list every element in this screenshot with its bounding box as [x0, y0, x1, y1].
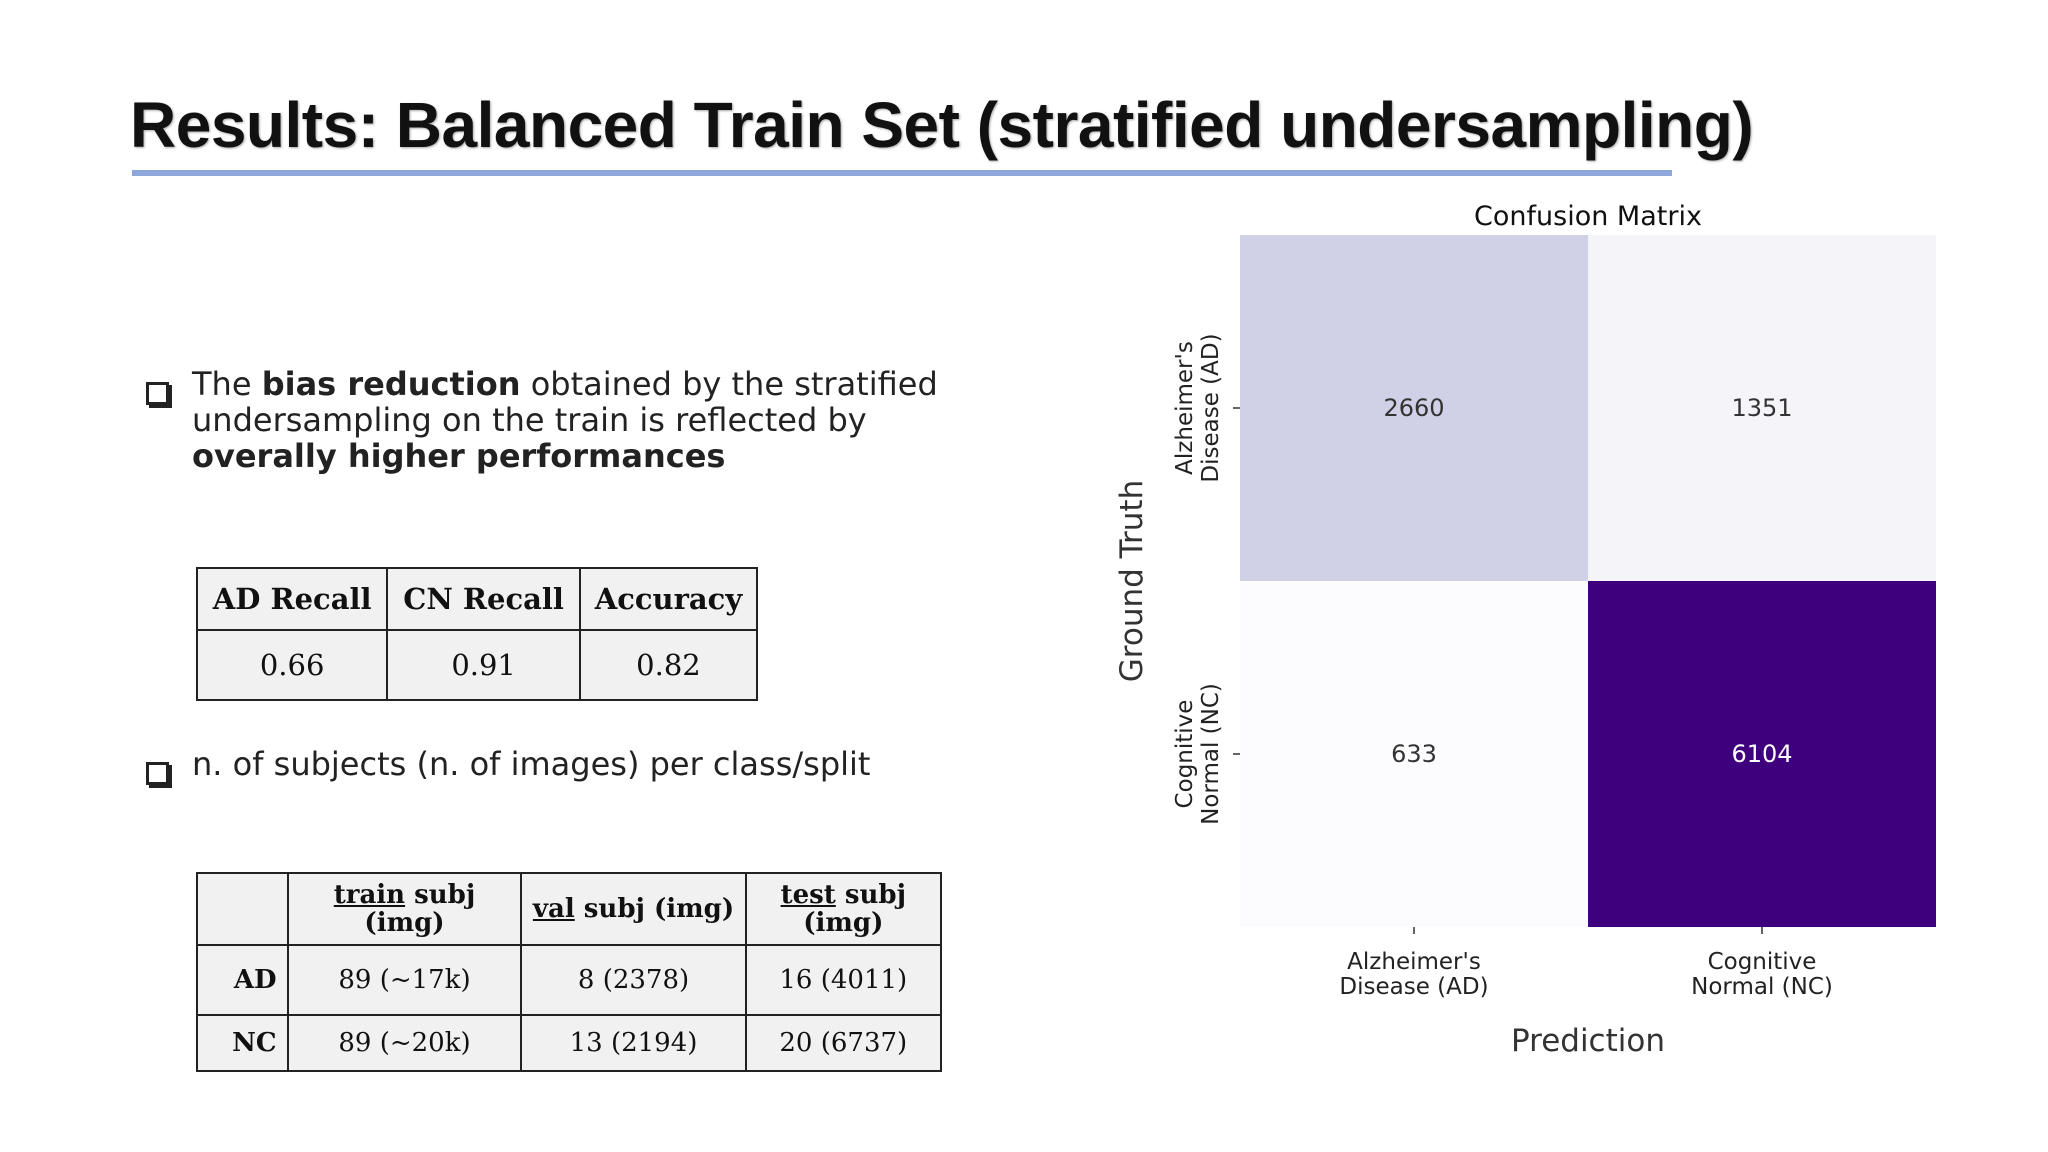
cell-value-label: 6104	[1731, 740, 1792, 768]
split-header-underlined: train	[333, 880, 406, 910]
metrics-value-cell: 0.66	[195, 629, 389, 701]
table-row: AD 89 (~17k) 8 (2378) 16 (4011)	[196, 944, 943, 1016]
x-axis-label: Prediction	[1511, 1023, 1665, 1059]
x-tick-label: Cognitive	[1708, 949, 1817, 975]
bullet-text: The bias reduction obtained by the strat…	[192, 366, 992, 474]
split-table: train subj (img) val subj (img) test subj …	[196, 872, 943, 1072]
metrics-value-cell: 0.82	[578, 629, 759, 701]
split-header-text: subj (img)	[803, 880, 906, 938]
checkbox-bullet-icon	[146, 382, 169, 405]
heatmap-cell	[1240, 235, 1588, 581]
split-header-cell: test subj (img)	[744, 872, 943, 946]
table-row: NC 89 (~20k) 13 (2194) 20 (6737)	[196, 1014, 943, 1072]
cell-value-label: 1351	[1731, 394, 1792, 422]
split-value-cell: 89 (~20k)	[286, 1014, 523, 1072]
split-value-cell: 89 (~17k)	[286, 944, 523, 1016]
bullet-text: n. of subjects (n. of images) per class/…	[192, 746, 992, 782]
split-value-cell: 16 (4011)	[744, 944, 943, 1016]
x-tick-label: Normal (NC)	[1691, 974, 1833, 1000]
split-value-cell: 13 (2194)	[520, 1014, 747, 1072]
metrics-value-cell: 0.91	[386, 629, 581, 701]
slide-title: Results: Balanced Train Set (stratified …	[130, 89, 1754, 161]
heatmap-cell	[1240, 581, 1588, 927]
heatmap-cell	[1588, 235, 1936, 581]
bullet-text-span: n. of subjects (n. of images) per class/…	[192, 745, 871, 783]
y-tick-label: Alzheimer's	[1172, 341, 1198, 475]
split-header-underlined: val	[532, 894, 575, 924]
split-row-label: NC	[196, 1014, 289, 1072]
y-tick-label: Normal (NC)	[1198, 683, 1224, 825]
y-axis-label: Ground Truth	[1114, 480, 1150, 682]
bullet-bold-text: bias reduction	[261, 365, 521, 403]
metrics-header-cell: Accuracy	[578, 567, 759, 631]
cell-value-label: 633	[1391, 740, 1437, 768]
split-value-cell: 20 (6737)	[744, 1014, 943, 1072]
bullet-bold-text: overally higher performances	[192, 437, 726, 475]
metrics-table: AD Recall CN Recall Accuracy 0.66 0.91 0.82	[195, 567, 759, 701]
heatmap-cell	[1588, 581, 1936, 927]
bullet-text-span: The	[192, 365, 262, 403]
y-tick-label: Disease (AD)	[1198, 333, 1224, 482]
cell-value-label: 2660	[1383, 394, 1444, 422]
metrics-header-cell: AD Recall	[195, 567, 389, 631]
split-header-underlined: test	[780, 880, 836, 910]
metrics-header-cell: CN Recall	[386, 567, 581, 631]
split-header-cell: train subj (img)	[286, 872, 523, 946]
split-value-cell: 8 (2378)	[520, 944, 747, 1016]
chart-title: Confusion Matrix	[1474, 201, 1702, 232]
y-tick-label: Cognitive	[1172, 700, 1198, 809]
x-tick-label: Alzheimer's	[1347, 949, 1481, 975]
title-underline	[132, 170, 1672, 176]
split-header-text: subj (img)	[364, 880, 476, 938]
checkbox-bullet-icon	[146, 762, 169, 785]
split-header-cell	[196, 872, 289, 946]
split-row-label: AD	[196, 944, 289, 1016]
x-tick-label: Disease (AD)	[1339, 974, 1488, 1000]
split-header-text: subj (img)	[574, 894, 735, 924]
bullet-text-span: obtained by the stratified undersampling…	[192, 365, 938, 439]
split-header-cell: val subj (img)	[520, 872, 747, 946]
